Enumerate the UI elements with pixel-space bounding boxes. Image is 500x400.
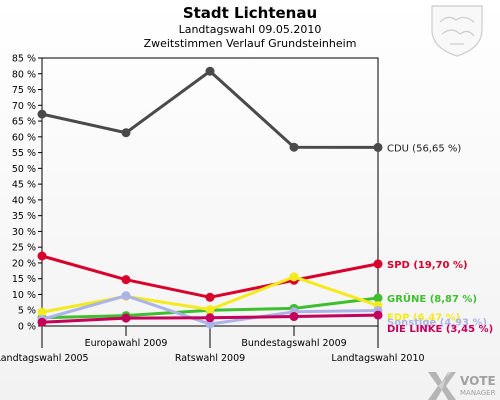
y-tick-label: 35 % xyxy=(12,211,36,222)
series-end-label-cdu: CDU (56,65 %) xyxy=(387,143,461,154)
data-point-gr-ne xyxy=(373,293,383,303)
y-tick-label: 85 % xyxy=(12,54,36,65)
chart-subtitle-description: Zweitstimmen Verlauf Grundsteinheim xyxy=(144,37,357,50)
chart-title: Stadt Lichtenau xyxy=(183,4,317,22)
data-point-die-linke xyxy=(373,310,383,320)
data-point-die-linke xyxy=(121,313,131,323)
x-tick-label: Ratswahl 2009 xyxy=(175,353,245,364)
logo-text-line-2: MANAGER xyxy=(460,389,496,397)
x-mark-icon xyxy=(428,372,456,400)
axes xyxy=(41,57,379,327)
y-tick-label: 75 % xyxy=(12,85,36,96)
data-point-spd xyxy=(373,259,383,269)
y-tick-label: 30 % xyxy=(12,227,36,238)
y-tick-label: 50 % xyxy=(12,164,36,175)
y-tick-label: 60 % xyxy=(12,132,36,143)
y-tick-label: 40 % xyxy=(12,195,36,206)
data-point-die-linke xyxy=(37,317,47,327)
coat-of-arms-icon xyxy=(431,5,483,57)
y-tick-label: 20 % xyxy=(12,258,36,269)
y-tick-label: 25 % xyxy=(12,243,36,254)
plot-frame xyxy=(41,57,379,327)
data-point-cdu xyxy=(121,128,131,138)
data-point-cdu xyxy=(205,66,215,76)
series-end-label-sonstige: Sonstige (4,93 %) xyxy=(387,317,487,328)
data-point-die-linke xyxy=(289,312,299,322)
x-tick-label: Bundestagswahl 2009 xyxy=(241,338,346,349)
axis-ticks: 0 % 5 % 10 % 15 % 20 % 25 % 30 % 35 % 40 % 45 % 50… xyxy=(0,54,425,365)
data-point-sonstige xyxy=(205,319,215,329)
data-point-spd xyxy=(121,275,131,285)
data-point-sonstige xyxy=(121,291,131,301)
series-end-labels: CDU (56,65 %) SPD (19,70 %) GRÜNE (8,87 %)… xyxy=(387,143,493,335)
series-line-cdu xyxy=(41,69,379,149)
x-tick-label: Landtagswahl 2005 xyxy=(0,353,89,364)
data-point-die-linke xyxy=(205,313,215,323)
data-point-fdp xyxy=(37,307,47,317)
y-tick-label: 10 % xyxy=(12,290,36,301)
data-point-cdu xyxy=(373,142,383,152)
y-tick-label: 5 % xyxy=(18,306,36,317)
series-end-label-die-linke: DIE LINKE (3,45 %) xyxy=(387,324,493,335)
data-point-fdp xyxy=(289,272,299,282)
x-tick-label: Landtagswahl 2010 xyxy=(331,353,424,364)
data-point-cdu xyxy=(289,142,299,152)
y-tick-label: 65 % xyxy=(12,117,36,128)
chart-subtitle-date: Landtagswahl 09.05.2010 xyxy=(179,23,322,36)
series-end-label-fdp: FDP (6,47 %) xyxy=(387,313,460,324)
y-tick-label: 45 % xyxy=(12,180,36,191)
data-point-spd xyxy=(205,292,215,302)
series-line-spd xyxy=(41,254,379,299)
y-tick-label: 80 % xyxy=(12,69,36,80)
series-end-label-spd: SPD (19,70 %) xyxy=(387,260,468,271)
series-end-label-gr-ne: GRÜNE (8,87 %) xyxy=(387,291,477,305)
x-tick-label: Europawahl 2009 xyxy=(85,338,168,349)
series-lines xyxy=(37,66,383,329)
y-tick-label: 55 % xyxy=(12,148,36,159)
logo-text-line-1: VOTE xyxy=(460,374,496,388)
y-tick-label: 15 % xyxy=(12,274,36,285)
data-point-spd xyxy=(37,251,47,261)
y-tick-label: 0 % xyxy=(18,322,36,333)
data-point-fdp xyxy=(205,305,215,315)
y-tick-label: 70 % xyxy=(12,101,36,112)
data-point-cdu xyxy=(37,109,47,119)
